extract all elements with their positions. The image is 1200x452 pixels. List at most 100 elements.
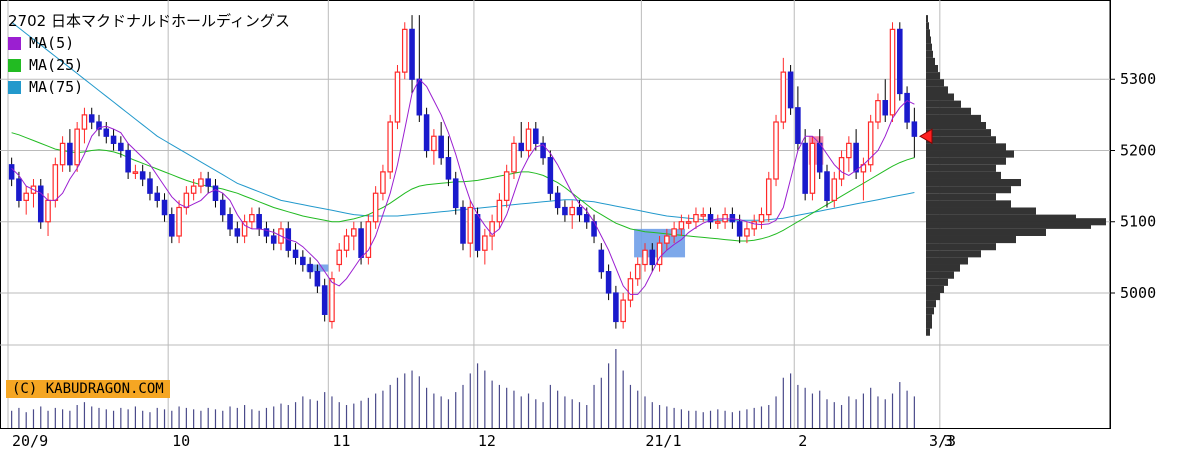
- candle-body: [809, 142, 816, 194]
- candle-body: [176, 206, 182, 237]
- candle-body: [329, 278, 335, 323]
- stock-title: 2702 日本マクドナルドホールディングス: [8, 12, 290, 30]
- volume-profile-bar: [926, 278, 948, 286]
- volume-profile-bar: [926, 314, 932, 322]
- volume-profile-bar: [926, 300, 936, 308]
- volume-profile-bar: [926, 143, 1006, 151]
- candle-body: [664, 235, 670, 244]
- volume-profile-bar: [926, 328, 930, 336]
- candle-body: [445, 157, 452, 180]
- candle-body: [307, 263, 313, 273]
- candle-body: [452, 178, 459, 209]
- candle-body: [16, 178, 22, 201]
- candle-body: [518, 142, 525, 152]
- chart-legend: 2702 日本マクドナルドホールディングス MA(5) MA(25) MA(75…: [8, 10, 290, 98]
- candle-body: [351, 228, 357, 237]
- volume-profile-bar: [926, 150, 1014, 158]
- ma5-line: [11, 78, 915, 295]
- candle-body: [671, 228, 677, 237]
- candle-body: [642, 249, 648, 266]
- candle-body: [88, 114, 95, 123]
- volume-profile-bar: [926, 129, 991, 137]
- x-tick-label: 3: [944, 432, 953, 450]
- volume-profile-bar: [926, 186, 1011, 194]
- volume-profile-bar: [926, 157, 1006, 165]
- candle-body: [634, 263, 641, 280]
- volume-profile-bar: [926, 235, 1016, 244]
- candle-body: [132, 171, 139, 174]
- volume-profile-bar: [926, 264, 960, 272]
- candle-body: [409, 28, 415, 80]
- candle-body: [358, 228, 364, 258]
- volume-profile-bar: [926, 29, 930, 37]
- x-tick-label: 12: [478, 432, 496, 450]
- candle-body: [249, 214, 255, 223]
- y-tick-label: 5300: [1120, 70, 1156, 88]
- candle-body: [431, 135, 437, 152]
- volume-profile-bar: [926, 243, 996, 251]
- candle-body: [321, 285, 328, 315]
- candle-body: [715, 221, 721, 224]
- candle-body: [525, 128, 532, 152]
- candle-body: [37, 185, 44, 223]
- candle-body: [605, 271, 612, 294]
- candle-body: [751, 221, 757, 230]
- volume-profile-bar: [926, 121, 986, 130]
- candle-body: [649, 249, 656, 266]
- copyright-badge: (C) KABUDRAGON.COM: [6, 380, 170, 398]
- candle-body: [103, 128, 110, 137]
- current-date-label: 3/3: [929, 432, 956, 450]
- candle-body: [423, 114, 430, 152]
- volume-profile-bar: [926, 321, 932, 329]
- candle-body: [904, 92, 910, 123]
- volume-profile-bar: [926, 164, 996, 172]
- candle-body: [118, 142, 124, 152]
- candle-body: [496, 199, 503, 223]
- candle-body: [802, 142, 808, 194]
- x-tick-label: 20/9: [12, 432, 48, 450]
- candle-body: [227, 214, 233, 230]
- volume-profile-bar: [926, 307, 934, 315]
- x-tick-label: 2: [798, 432, 807, 450]
- candle-body: [576, 206, 583, 216]
- candle-body: [198, 178, 204, 187]
- candle-body: [387, 121, 393, 173]
- candle-body: [59, 142, 66, 166]
- candle-body: [241, 221, 248, 237]
- candle-body: [685, 221, 692, 224]
- volume-profile-bar: [926, 64, 938, 73]
- candle-body: [722, 214, 728, 223]
- candle-body: [256, 214, 262, 230]
- candle-body: [700, 214, 707, 217]
- candle-body: [343, 235, 350, 251]
- candle-body: [394, 71, 401, 123]
- legend-item-ma5: MA(5): [8, 32, 290, 54]
- candle-body: [169, 214, 175, 237]
- volume-profile-bar: [926, 228, 1046, 236]
- candle-body: [300, 256, 306, 266]
- candle-body: [183, 192, 190, 209]
- candle-body: [154, 192, 161, 201]
- candle-body: [401, 28, 408, 73]
- volume-profile-bar: [926, 36, 931, 44]
- candle-body: [139, 171, 146, 180]
- candle-body: [744, 228, 750, 237]
- volume-profile-bar: [926, 114, 981, 122]
- candle-body: [911, 121, 918, 137]
- candle-body: [125, 149, 131, 173]
- candle-body: [583, 214, 590, 223]
- candle-body: [816, 142, 823, 173]
- candle-body: [875, 100, 881, 123]
- candle-body: [503, 171, 510, 201]
- candle-body: [678, 221, 685, 230]
- volume-profile-bar: [926, 57, 935, 65]
- candle-body: [190, 185, 197, 194]
- candle-body: [292, 249, 299, 258]
- volume-profile-bar: [926, 250, 981, 258]
- volume-profile-bar: [926, 178, 1021, 187]
- legend-label-ma25: MA(25): [29, 56, 84, 74]
- candle-body: [74, 128, 80, 166]
- candle-body: [846, 142, 852, 159]
- candle-body: [729, 214, 736, 223]
